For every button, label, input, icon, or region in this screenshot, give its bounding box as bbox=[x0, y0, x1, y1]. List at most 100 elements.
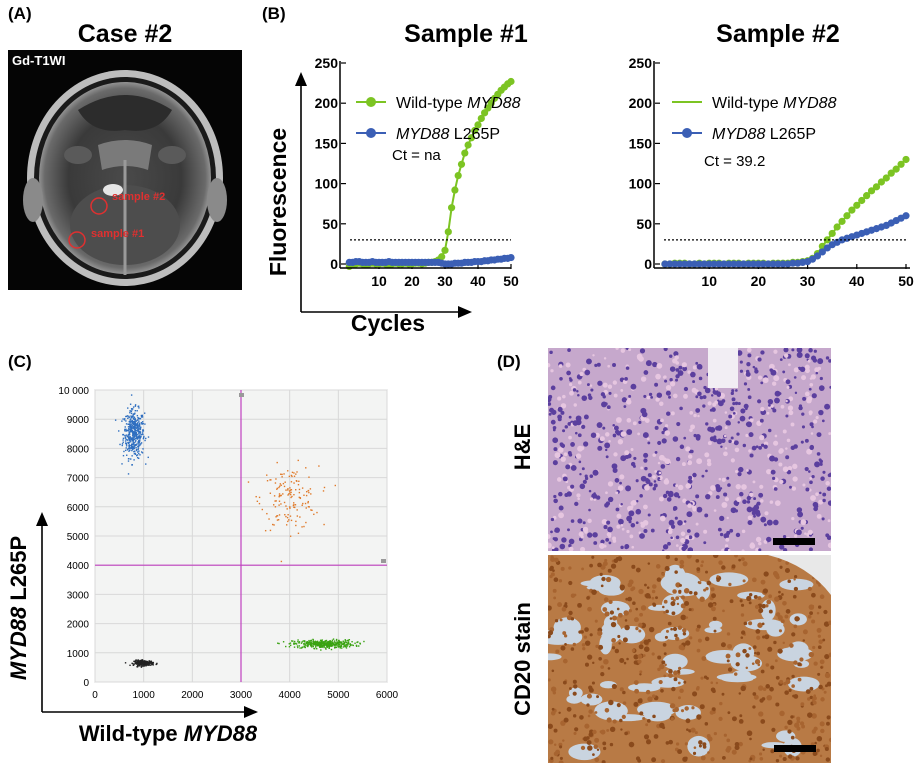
droplet-point bbox=[328, 647, 330, 650]
droplet-point bbox=[136, 436, 138, 438]
he-cell bbox=[778, 449, 784, 454]
he-cell bbox=[763, 523, 767, 527]
cd20-cell bbox=[580, 745, 586, 751]
droplet-point bbox=[132, 435, 134, 437]
he-cell bbox=[642, 432, 649, 439]
cd20-cell bbox=[555, 649, 560, 654]
droplet-point bbox=[150, 660, 152, 663]
droplet-point bbox=[297, 532, 300, 535]
cd20-cell bbox=[762, 588, 769, 594]
droplet-point bbox=[133, 660, 135, 663]
cd20-cell bbox=[586, 693, 592, 699]
he-cell bbox=[709, 408, 713, 412]
droplet-point bbox=[147, 456, 149, 459]
droplet-point bbox=[152, 664, 154, 666]
he-cell bbox=[679, 406, 683, 411]
he-cell bbox=[617, 439, 624, 445]
cd20-cell bbox=[812, 696, 817, 701]
cd20-cell bbox=[760, 669, 765, 674]
he-cell bbox=[688, 475, 693, 480]
he-cell bbox=[792, 463, 798, 470]
cd20-cell bbox=[823, 690, 827, 694]
droplet-point bbox=[132, 426, 135, 428]
droplet-point bbox=[278, 495, 280, 498]
droplet-point bbox=[134, 405, 137, 407]
he-cell bbox=[667, 541, 671, 546]
cd20-cell bbox=[762, 687, 767, 691]
he-cell bbox=[788, 396, 794, 402]
he-cell bbox=[678, 484, 684, 491]
droplet-point bbox=[138, 420, 140, 422]
droplet-point bbox=[312, 642, 314, 645]
cd20-cell bbox=[758, 752, 763, 756]
droplet-point bbox=[325, 643, 328, 645]
cd20-cell bbox=[770, 749, 775, 754]
cd20-cell bbox=[655, 564, 661, 569]
he-cell bbox=[746, 469, 749, 472]
droplet-point bbox=[139, 660, 141, 663]
droplet-point bbox=[146, 663, 148, 665]
cd20-cell bbox=[652, 714, 656, 719]
chart-1-xtick-label: 30 bbox=[437, 273, 453, 289]
he-cell bbox=[694, 532, 700, 538]
he-cell bbox=[770, 469, 776, 475]
droplet-point bbox=[124, 418, 126, 420]
panel-d-label: (D) bbox=[497, 352, 521, 371]
cd20-cell bbox=[715, 681, 719, 685]
cd20-cell bbox=[742, 561, 748, 567]
he-cell bbox=[782, 370, 786, 374]
droplet-point bbox=[337, 642, 339, 645]
cd20-cell bbox=[633, 654, 639, 660]
cd20-cell bbox=[588, 687, 594, 693]
droplet-point bbox=[128, 432, 131, 434]
cd20-cell bbox=[633, 660, 638, 665]
droplet-point bbox=[312, 638, 314, 641]
he-cell bbox=[774, 397, 780, 404]
he-cell bbox=[608, 541, 612, 545]
he-cell bbox=[577, 518, 583, 524]
droplet-point bbox=[347, 644, 349, 646]
droplet-point bbox=[298, 488, 301, 491]
scatter-y-label: MYD88 L265P bbox=[6, 536, 31, 680]
he-cell bbox=[796, 351, 803, 358]
he-cell bbox=[779, 479, 784, 485]
he-cell bbox=[558, 364, 563, 368]
cd20-cell bbox=[785, 561, 789, 565]
droplet-point bbox=[135, 427, 138, 429]
chart-2-point bbox=[700, 260, 708, 268]
he-cell bbox=[778, 462, 783, 467]
cd20-cell bbox=[678, 625, 682, 629]
droplet-point bbox=[294, 504, 297, 506]
droplet-point bbox=[139, 436, 141, 438]
he-cell bbox=[548, 396, 552, 403]
droplet-point bbox=[316, 648, 318, 650]
droplet-point bbox=[125, 428, 127, 431]
droplet-point bbox=[134, 404, 137, 406]
he-cell bbox=[786, 385, 790, 389]
cd20-cell bbox=[619, 584, 625, 590]
cd20-cell bbox=[718, 716, 723, 722]
threshold-handle-right[interactable] bbox=[381, 559, 386, 563]
cd20-cell bbox=[610, 563, 617, 569]
droplet-point bbox=[142, 662, 145, 665]
threshold-handle-top[interactable] bbox=[239, 393, 244, 397]
droplet-point bbox=[138, 426, 140, 428]
he-cell bbox=[638, 420, 642, 424]
droplet-point bbox=[276, 515, 279, 517]
cd20-cell bbox=[560, 645, 566, 651]
he-cell bbox=[815, 492, 819, 496]
he-cell bbox=[591, 493, 598, 500]
he-cell bbox=[782, 466, 789, 473]
he-cell bbox=[788, 410, 794, 416]
droplet-point bbox=[132, 416, 134, 418]
he-cell bbox=[582, 479, 587, 484]
cd20-cell bbox=[631, 564, 636, 569]
droplet-point bbox=[288, 643, 291, 645]
droplet-point bbox=[134, 431, 137, 434]
droplet-point bbox=[286, 508, 288, 510]
droplet-point bbox=[326, 643, 329, 646]
droplet-point bbox=[322, 645, 325, 647]
he-cell bbox=[655, 373, 661, 380]
cd20-scale-bar bbox=[774, 745, 816, 752]
chart-2-point bbox=[690, 260, 699, 268]
